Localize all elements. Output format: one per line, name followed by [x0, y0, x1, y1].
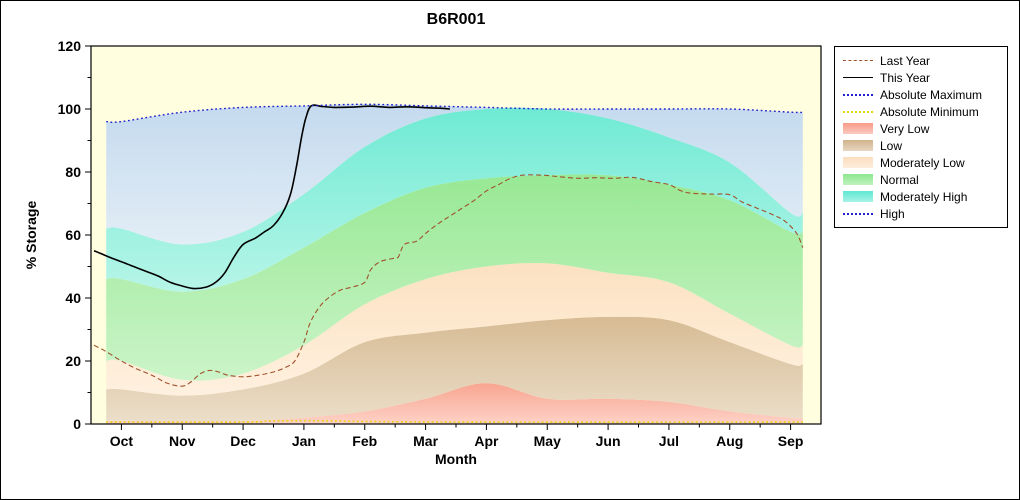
legend-item-moderately-high: Moderately High — [843, 188, 999, 205]
y-tick-label: 80 — [65, 164, 81, 180]
x-tick-label: Nov — [169, 433, 196, 449]
bands — [106, 104, 803, 424]
x-tick-label: Jul — [659, 433, 679, 449]
band-moderately-high — [106, 107, 803, 292]
x-tick-label: Mar — [413, 433, 438, 449]
legend-item-this-year: This Year — [843, 69, 999, 86]
series-lines — [93, 103, 804, 423]
legend-item-absolute-minimum: Absolute Minimum — [843, 103, 999, 120]
y-tick-label: 60 — [65, 227, 81, 243]
band-moderately-low — [106, 263, 803, 396]
x-axis-label: Month — [435, 451, 477, 467]
legend-item-label: Moderately High — [880, 189, 968, 204]
legend-item-low: Low — [843, 137, 999, 154]
line-absolute-minimum — [106, 419, 803, 423]
legend-item-high: High — [843, 205, 999, 222]
y-tick-label: 120 — [58, 38, 82, 54]
legend-item-label: High — [880, 206, 905, 221]
legend-item-label: Low — [880, 138, 903, 153]
legend-item-label: Absolute Maximum — [880, 87, 983, 102]
x-tick-label: Feb — [352, 433, 377, 449]
y-axis-label: % Storage — [23, 200, 39, 270]
line-last-year — [93, 174, 804, 387]
legend-swatch-absolute-maximum — [843, 93, 873, 96]
x-tick-label: Sep — [778, 433, 804, 449]
line-this-year — [93, 104, 450, 290]
band-normal — [106, 174, 803, 381]
legend-item-normal: Normal — [843, 171, 999, 188]
legend-item-label: Moderately Low — [880, 155, 965, 170]
x-tick-label: May — [534, 433, 561, 449]
legend-swatch-moderately-low — [843, 157, 873, 168]
legend-item-label: Normal — [880, 172, 919, 187]
legend-item-label: This Year — [880, 70, 931, 85]
legend-item-moderately-low: Moderately Low — [843, 154, 999, 171]
band-very-low — [106, 383, 803, 424]
band-high — [106, 104, 803, 245]
legend-swatch-low — [843, 140, 873, 151]
legend-swatch-high — [843, 212, 873, 215]
legend-swatch-absolute-minimum — [843, 110, 873, 113]
x-tick-label: Dec — [230, 433, 256, 449]
y-tick-label: 100 — [58, 101, 82, 117]
legend-item-label: Last Year — [880, 53, 931, 68]
legend: Last Year This Year Absolute Maximum Absolu… — [834, 46, 1008, 228]
chart-title: B6R001 — [426, 11, 486, 28]
x-tick-label: Aug — [716, 433, 743, 449]
legend-swatch-moderately-high — [843, 191, 873, 202]
x-tick-label: Jun — [596, 433, 621, 449]
legend-item-last-year: Last Year — [843, 52, 999, 69]
legend-item-very-low: Very Low — [843, 120, 999, 137]
legend-item-label: Very Low — [880, 121, 930, 136]
band-low — [106, 316, 803, 422]
x-tick-label: Jan — [292, 433, 316, 449]
x-tick-label: Apr — [474, 433, 499, 449]
legend-swatch-this-year — [843, 77, 873, 78]
legend-item-label: Absolute Minimum — [880, 104, 979, 119]
legend-item-absolute-maximum: Absolute Maximum — [843, 86, 999, 103]
legend-swatch-very-low — [843, 123, 873, 134]
y-tick-label: 20 — [65, 353, 81, 369]
y-tick-label: 0 — [73, 416, 81, 432]
y-tick-label: 40 — [65, 290, 81, 306]
legend-swatch-last-year — [843, 60, 873, 61]
legend-swatch-normal — [843, 174, 873, 185]
x-tick-label: Oct — [110, 433, 134, 449]
